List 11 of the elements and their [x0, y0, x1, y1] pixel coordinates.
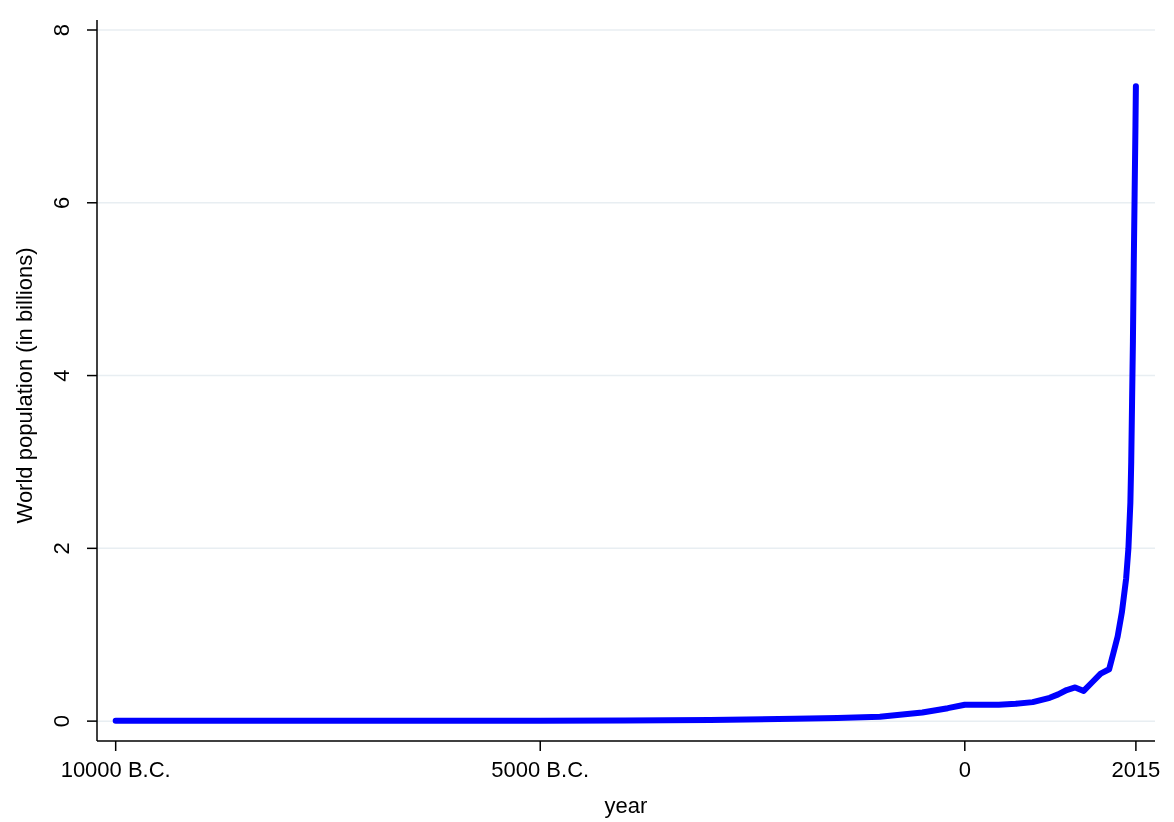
x-tick-label: 0 [958, 757, 971, 782]
x-axis-title: year [604, 793, 648, 818]
x-tick-label: 10000 B.C. [60, 757, 171, 782]
x-tick-label: 2015 [1111, 757, 1161, 782]
y-tick-label: 2 [49, 542, 74, 555]
y-tick-label: 4 [49, 369, 74, 382]
y-tick-label: 8 [49, 23, 74, 37]
y-tick-label: 6 [49, 196, 74, 209]
y-tick-label: 0 [49, 715, 74, 728]
x-tick-label: 5000 B.C. [491, 757, 590, 782]
y-axis-title: World population (in billions) [12, 247, 37, 524]
